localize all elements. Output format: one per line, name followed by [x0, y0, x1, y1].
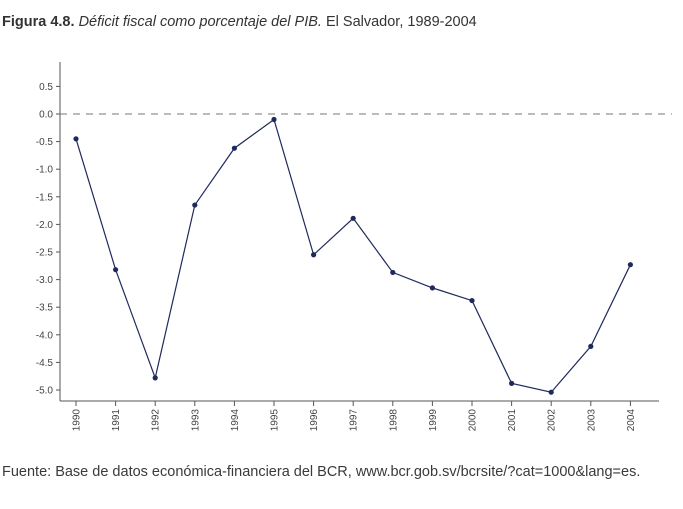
data-point-1995: [271, 116, 277, 123]
data-point-2003: [588, 343, 594, 349]
x-ticks: 1990 1991 1992 1993 1994 1995 1996 1997 1998 1999…: [72, 401, 637, 431]
y-tick-label: 0.5: [39, 82, 53, 93]
figure-caption: Figura 4.8. Déficit fiscal como porcenta…: [2, 14, 477, 30]
y-tick-label: -1.5: [36, 192, 54, 203]
source-note: Fuente: Base de datos económica-financie…: [2, 464, 641, 480]
data-point-2004: [627, 262, 634, 268]
x-tick-label: 1999: [428, 409, 439, 432]
data-point-1999: [429, 285, 435, 291]
y-tick-label: -1.0: [36, 165, 54, 176]
y-tick-label: -5.0: [36, 386, 54, 397]
data-point-1997: [350, 215, 356, 221]
figure-subtitle: El Salvador, 1989-2004: [325, 14, 477, 30]
data-point-2002: [548, 389, 554, 395]
y-tick-label: -3.5: [36, 303, 54, 314]
series-line: [75, 118, 631, 393]
x-tick-label: 2002: [547, 409, 558, 432]
data-point-1990: [73, 136, 79, 142]
y-tick-label: -2.5: [36, 248, 54, 259]
x-tick-label: 2004: [626, 409, 637, 432]
x-tick-label: 1992: [151, 409, 162, 432]
figure-label: Figura 4.8.: [2, 14, 75, 30]
x-tick-label: 1998: [388, 409, 399, 432]
x-tick-label: 2001: [507, 409, 518, 432]
x-tick-label: 1994: [230, 409, 241, 432]
data-point-2001: [509, 380, 515, 386]
y-tick-label: -4.5: [36, 358, 54, 369]
data-point-2000: [469, 297, 475, 304]
x-tick-label: 2000: [468, 409, 479, 432]
data-point-1994: [231, 145, 237, 151]
y-tick-label: -0.5: [36, 137, 54, 148]
x-tick-label: 1995: [270, 409, 281, 432]
x-tick-label: 1997: [349, 409, 360, 432]
y-tick-label: -4.0: [36, 330, 54, 341]
data-point-1998: [390, 269, 396, 276]
x-tick-label: 1991: [111, 409, 122, 432]
data-point-1992: [152, 375, 158, 381]
x-tick-label: 1996: [309, 409, 320, 432]
data-point-1996: [311, 252, 317, 258]
series-points: [73, 116, 634, 395]
data-point-1991: [113, 267, 119, 273]
y-tick-label: 0.0: [39, 110, 53, 121]
data-point-1993: [192, 202, 198, 208]
x-tick-label: 1993: [190, 409, 201, 432]
y-tick-label: -2.0: [36, 220, 54, 231]
figure-title: Déficit fiscal como porcentaje del PIB.: [78, 14, 322, 30]
x-tick-label: 2003: [586, 409, 597, 432]
y-tick-label: -3.0: [36, 275, 54, 286]
x-tick-label: 1990: [72, 409, 83, 432]
y-ticks: 0.5 0.0 -0.5 -1.0 -1.5 -2.0 -2.5 -3.0 -3.5 -4.0 -4…: [36, 82, 60, 397]
